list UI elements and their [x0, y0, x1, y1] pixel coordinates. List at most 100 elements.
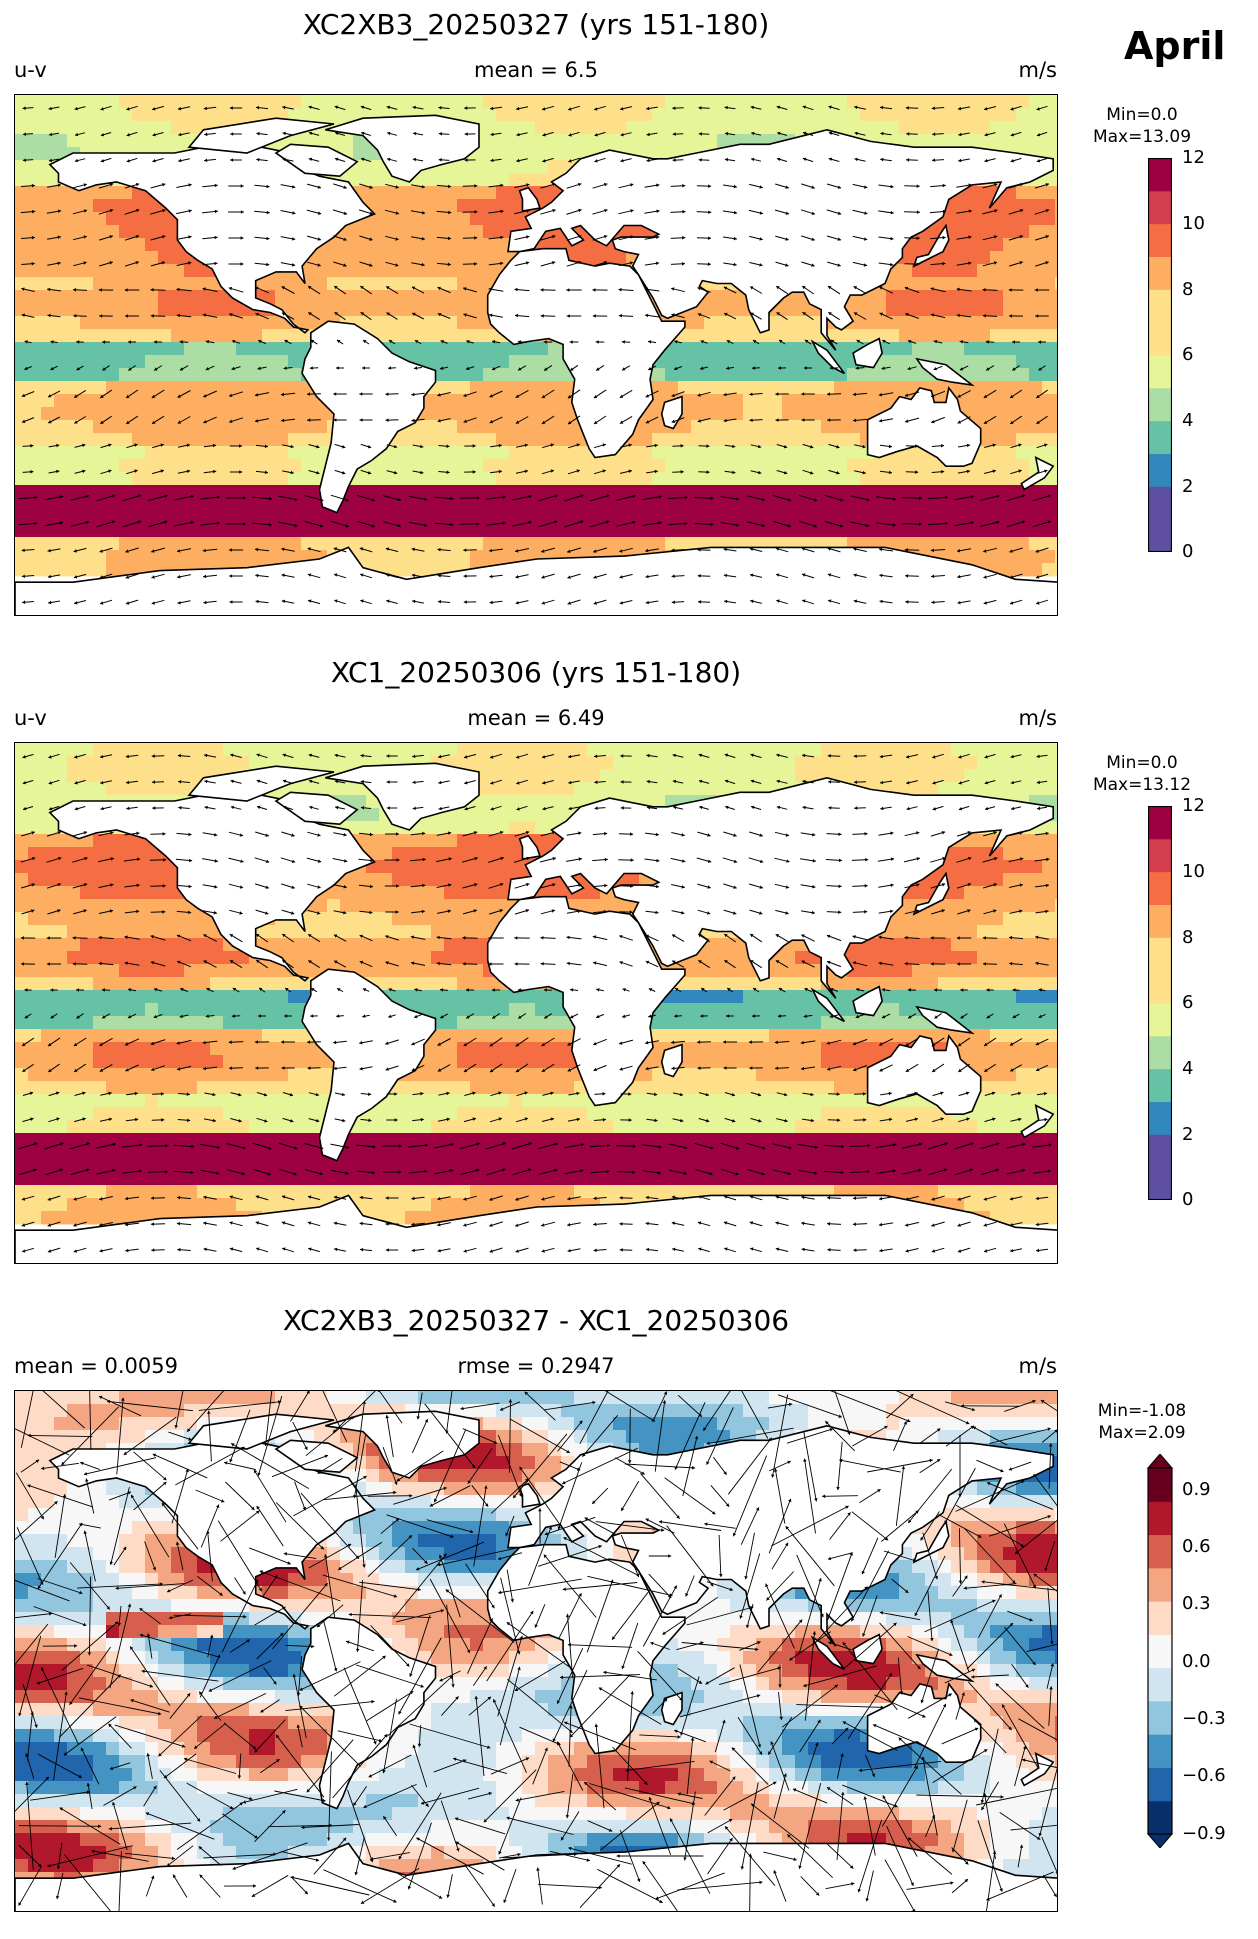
landmass-australia: [866, 385, 982, 467]
landmass-sumatra: [810, 1635, 846, 1671]
colorbar-bin: [1148, 904, 1172, 938]
landmass-newGuinea: [915, 1653, 975, 1683]
wind-vectors: [18, 753, 1052, 1253]
panel-1-colorbar: [1148, 158, 1172, 552]
panel-2-colorbar-min: Min=0.0: [1106, 753, 1178, 773]
landmass-madagascar: [660, 1691, 683, 1726]
colorbar-bin: [1148, 1517, 1172, 1536]
colorbar-bin: [1148, 970, 1172, 1004]
colorbar-bin: [1148, 1003, 1172, 1037]
colorbar-bin: [1148, 1567, 1172, 1585]
landmass-antarctica: [15, 1194, 1057, 1263]
colorbar-bin: [1148, 1551, 1172, 1569]
landmass-africa: [486, 895, 686, 1107]
panel-1-colorbar-max: Max=13.09: [1092, 127, 1192, 147]
landmass-sumatra: [810, 339, 846, 375]
panel-1-tick-2: 2: [1182, 476, 1194, 497]
wind-vectors: [18, 105, 1052, 605]
landmass-arcticIsles: [187, 1413, 335, 1450]
colorbar-extend-min: [1146, 1833, 1174, 1848]
colorbar-bin: [1148, 1667, 1172, 1685]
panel-2-tick-6: 6: [1182, 992, 1194, 1013]
panel-2-mean-label: mean = 6.49: [467, 706, 605, 730]
panel-2-colorbar-max: Max=13.12: [1092, 775, 1192, 795]
landmass-baffin: [274, 1439, 359, 1474]
panel-3-title: XC2XB3_20250327 - XC1_20250306: [282, 1304, 790, 1337]
landmass-borneo: [852, 337, 883, 369]
colorbar-bin: [1148, 453, 1172, 487]
landmass-arcticIsles: [187, 765, 335, 802]
panel-1-tick-4: 4: [1182, 410, 1194, 431]
colorbar-bin: [1148, 871, 1172, 905]
colorbar-bin: [1148, 1651, 1172, 1669]
colorbar-bin: [1148, 355, 1172, 389]
panel-1-wind-field: [15, 95, 1057, 615]
panel-2-colorbar: [1148, 806, 1172, 1200]
panel-3-tick-0.0: 0.0: [1182, 1651, 1211, 1672]
landmass-australia: [866, 1033, 982, 1115]
colorbar-bin: [1148, 1068, 1172, 1102]
colorbar-bin: [1148, 1601, 1172, 1619]
panel-3-tick-0.3: 0.3: [1182, 1593, 1211, 1614]
panel-2-wind-field: [15, 743, 1057, 1263]
panel-1-colorbar-min: Min=0.0: [1106, 105, 1178, 125]
panel-3-colorbar: [1146, 1454, 1174, 1848]
colorbar-bin: [1148, 1750, 1172, 1768]
panel-3-rmse-label: rmse = 0.2947: [457, 1354, 615, 1378]
panel-2-variable-label: u-v: [14, 706, 47, 730]
colorbar-bin: [1148, 838, 1172, 873]
colorbar-bin: [1148, 806, 1172, 840]
panel-2-title: XC1_20250306 (yrs 151-180): [330, 656, 742, 689]
colorbar-bin: [1148, 486, 1172, 520]
colorbar-bin: [1148, 1035, 1172, 1070]
colorbar-bin: [1148, 937, 1172, 971]
landmass-arcticIsles: [187, 117, 335, 154]
colorbar-bin: [1148, 519, 1172, 552]
colorbar-bin: [1148, 1800, 1172, 1818]
colorbar-bin: [1148, 1734, 1172, 1752]
landmass-newGuinea: [915, 357, 975, 387]
landmass-southAmerica: [301, 320, 437, 514]
colorbar-bin: [1148, 1167, 1172, 1200]
panel-3-tick-minus-0.6: −0.6: [1182, 1765, 1226, 1786]
panel-3-tick-minus-0.9: −0.9: [1182, 1823, 1226, 1844]
colorbar-bin: [1148, 420, 1172, 454]
colorbar-bin: [1148, 322, 1172, 356]
colorbar-bin: [1148, 158, 1172, 192]
panel-2-map: [14, 742, 1058, 1264]
panel-3-colorbar-min: Min=-1.08: [1097, 1401, 1187, 1421]
landmass-britain: [518, 834, 541, 860]
colorbar-extend-max: [1146, 1454, 1174, 1469]
landmass-britain: [518, 186, 541, 212]
landmass-southAmerica: [301, 968, 437, 1162]
panel-3-map: [14, 1390, 1058, 1912]
colorbar-bin: [1148, 1817, 1172, 1835]
landmass-sumatra: [810, 987, 846, 1023]
landmass-greenland: [325, 762, 480, 831]
panel-2-units-label: m/s: [1018, 706, 1057, 730]
panel-3-tick-0.9: 0.9: [1182, 1479, 1211, 1500]
panel-1-variable-label: u-v: [14, 58, 47, 82]
panel-2-tick-8: 8: [1182, 927, 1194, 948]
panel-1-tick-10: 10: [1182, 213, 1205, 234]
landmass-japan: [912, 223, 950, 268]
colorbar-bin: [1148, 1501, 1172, 1519]
colorbar-bin: [1148, 1700, 1172, 1719]
panel-1-tick-0: 0: [1182, 541, 1194, 562]
landmass-greenland: [325, 1410, 480, 1479]
colorbar-bin: [1148, 289, 1172, 323]
colorbar-bin: [1148, 190, 1172, 225]
panel-3-tick-minus-0.3: −0.3: [1182, 1708, 1226, 1729]
colorbar-bin: [1148, 1784, 1172, 1802]
colorbar-bin: [1148, 1134, 1172, 1168]
panel-2-tick-0: 0: [1182, 1189, 1194, 1210]
colorbar-bin: [1148, 1634, 1172, 1652]
landmass-africa: [486, 247, 686, 459]
wind-vectors: [15, 1391, 1057, 1911]
panel-1-mean-label: mean = 6.5: [474, 58, 598, 82]
colorbar-bin: [1148, 1617, 1172, 1635]
panel-1-tick-12: 12: [1182, 147, 1205, 168]
panel-3-units-label: m/s: [1018, 1354, 1057, 1378]
colorbar-bin: [1148, 1484, 1172, 1502]
panel-1-units-label: m/s: [1018, 58, 1057, 82]
